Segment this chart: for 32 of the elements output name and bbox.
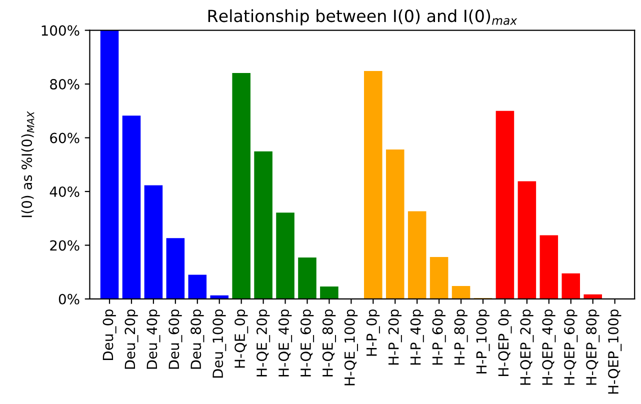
x-tick-label: H-P_20p xyxy=(388,309,402,365)
y-tick-label: 100% xyxy=(42,25,80,36)
x-tick-label: Deu_100p xyxy=(212,309,226,378)
x-tick-label: H-QEP_60p xyxy=(564,309,578,385)
y-tick-label: 0% xyxy=(58,294,80,304)
x-tick-label: Deu_60p xyxy=(168,309,182,369)
y-tick-label: 20% xyxy=(50,240,80,251)
x-tick-label: Deu_80p xyxy=(190,309,204,369)
x-tick-label: H-P_0p xyxy=(366,309,380,356)
y-axis-title: I(0) as %I(0)$_{MAX}$ xyxy=(21,111,34,218)
x-tick-label: H-P_100p xyxy=(476,309,490,374)
x-tick-label: Deu_40p xyxy=(146,309,160,369)
x-tick-label: H-QE_20p xyxy=(256,309,270,376)
y-tick-label: 80% xyxy=(50,79,80,90)
x-tick-label: H-QEP_0p xyxy=(498,309,512,376)
x-tick-label: H-QEP_100p xyxy=(608,309,622,394)
x-tick-label: Deu_0p xyxy=(102,309,116,360)
x-tick-label: H-P_60p xyxy=(432,309,446,365)
x-tick-label: Deu_20p xyxy=(124,309,138,369)
x-tick-label: H-P_80p xyxy=(454,309,468,365)
x-tick-label: H-QEP_20p xyxy=(520,309,534,385)
x-tick-label: H-QE_100p xyxy=(344,309,358,386)
x-tick-label: H-QEP_80p xyxy=(586,309,600,385)
chart-title: Relationship between I(0) and I(0)$_{max}$ xyxy=(208,9,518,26)
x-tick-label: H-QE_0p xyxy=(234,309,248,368)
x-tick-label: H-P_40p xyxy=(410,309,424,365)
x-tick-label: H-QE_60p xyxy=(300,309,314,376)
y-tick-label: 40% xyxy=(50,186,80,197)
y-tick-label: 60% xyxy=(50,132,80,144)
x-tick-label: H-QEP_40p xyxy=(542,309,556,385)
x-tick-label: H-QE_80p xyxy=(322,309,336,376)
x-tick-label: H-QE_40p xyxy=(278,309,292,376)
